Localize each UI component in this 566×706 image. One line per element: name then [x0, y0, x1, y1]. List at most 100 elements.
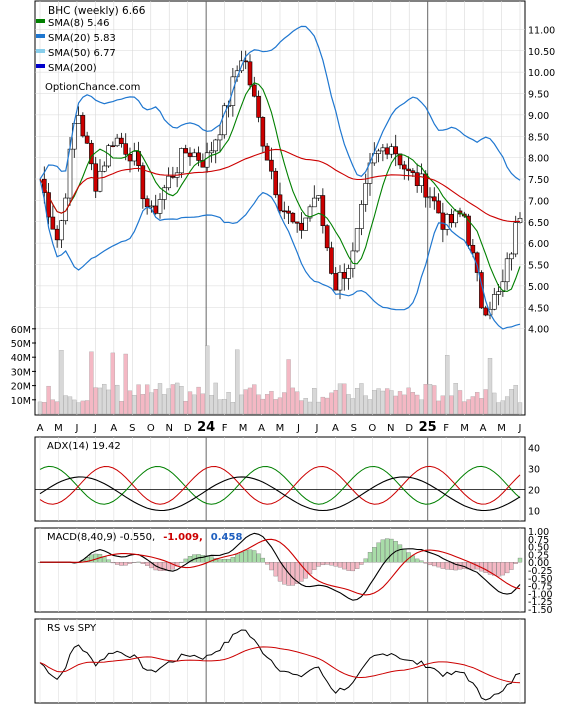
month-label: 24: [197, 420, 215, 435]
candle-body: [256, 95, 261, 118]
month-label: D: [405, 423, 413, 434]
macd-histogram-bar: [277, 562, 283, 582]
volume-bar: [277, 397, 283, 415]
candle-body: [119, 137, 124, 144]
candle-body: [401, 164, 407, 170]
chart-title: BHC (weekly) 6.66: [48, 5, 146, 17]
volume-bar: [76, 402, 81, 415]
candle-body: [504, 258, 510, 283]
volume-bar: [260, 398, 266, 415]
volume-bar: [496, 402, 501, 415]
candle-body: [209, 150, 214, 154]
month-label: S: [129, 423, 135, 434]
rs-average-line: [39, 646, 521, 684]
volume-bar: [132, 394, 137, 415]
macd-histogram-bar: [200, 555, 206, 563]
candle-body: [466, 215, 471, 246]
month-label: S: [351, 423, 357, 434]
bollinger-upper: [39, 25, 521, 181]
candle-body: [311, 197, 317, 208]
macd-histogram-bar: [440, 562, 446, 569]
price-tick-label: 10.00: [528, 68, 555, 79]
volume-bar: [376, 388, 381, 415]
bollinger-lower: [39, 179, 521, 330]
price-tick-label: 4.50: [528, 303, 549, 314]
candle-body: [324, 225, 330, 249]
volume-bar: [166, 388, 171, 415]
macd-histogram-bar: [384, 538, 390, 563]
volume-bar: [187, 391, 193, 415]
volume-bar: [286, 359, 291, 415]
candle-body: [346, 268, 351, 279]
volume-bar: [509, 389, 514, 415]
macd-histogram-bar: [140, 562, 146, 564]
month-label: O: [368, 423, 376, 434]
volume-bar: [136, 384, 141, 415]
macd-tick-label: -1.25: [528, 597, 553, 608]
macd-histogram-bar: [333, 562, 338, 567]
volume-tick-label: 50M: [11, 339, 31, 350]
volume-bar: [470, 396, 476, 415]
macd-histogram-bar: [483, 562, 488, 573]
volume-bar: [239, 394, 244, 415]
volume-bar: [337, 383, 343, 415]
candle-body: [101, 165, 107, 172]
volume-bar: [290, 387, 296, 415]
candle-body: [93, 163, 99, 192]
macd-tick-label: 0.00: [528, 558, 549, 569]
volume-bar: [312, 388, 317, 415]
sma8-line: [39, 82, 521, 292]
candle-body: [170, 175, 176, 178]
volume-bar: [54, 401, 60, 415]
macd-histogram-bar: [316, 562, 321, 567]
candle-body: [161, 187, 167, 200]
candle-body: [110, 145, 116, 147]
candle-body: [320, 195, 326, 226]
volume-tick-label: 60M: [11, 325, 31, 336]
volume-bar: [320, 396, 326, 415]
macd-histogram-bar: [226, 558, 231, 563]
adx-tick-label: 30: [528, 465, 540, 476]
volume-bar: [200, 393, 206, 415]
macd-tick-label: -0.25: [528, 566, 553, 577]
macd-histogram-bar: [504, 562, 510, 574]
candle-body: [277, 194, 283, 212]
volume-bar: [380, 390, 386, 415]
volume-bar: [230, 402, 236, 415]
volume-bar: [487, 358, 493, 415]
volume-bar: [479, 398, 484, 415]
candle-body: [496, 291, 501, 295]
volume-tick-label: 10M: [11, 396, 31, 407]
candle-body: [436, 200, 441, 214]
month-label: A: [110, 423, 117, 434]
volume-bar: [114, 384, 120, 415]
volume-bar: [359, 383, 364, 415]
macd-signal-value: -1.009,: [163, 532, 203, 543]
volume-bar: [123, 353, 128, 415]
volume-bar: [256, 394, 261, 415]
volume-bar: [384, 388, 390, 415]
candle-body: [217, 134, 223, 141]
volume-bar: [46, 385, 51, 415]
macd-histogram-bar: [376, 542, 381, 563]
macd-histogram-bar: [487, 562, 493, 575]
month-label: N: [387, 423, 394, 434]
candle-body: [191, 152, 197, 157]
macd-tick-label: 0.75: [528, 535, 549, 546]
macd-histogram-bar: [492, 562, 497, 576]
volume-bar: [174, 382, 180, 415]
volume-bar: [453, 383, 458, 415]
adx-tick-label: 40: [528, 444, 540, 455]
macd-histogram-bar: [444, 562, 450, 570]
macd-histogram-bar: [346, 562, 351, 571]
volume-bar: [372, 390, 377, 415]
volume-bar: [492, 392, 497, 415]
volume-bar: [500, 400, 506, 415]
candle-body: [153, 205, 159, 214]
macd-histogram-bar: [324, 562, 330, 565]
candle-body: [144, 198, 150, 208]
candle-body: [290, 212, 296, 223]
volume-bar: [80, 400, 86, 415]
month-label: F: [443, 423, 449, 434]
candle-body: [376, 150, 381, 154]
